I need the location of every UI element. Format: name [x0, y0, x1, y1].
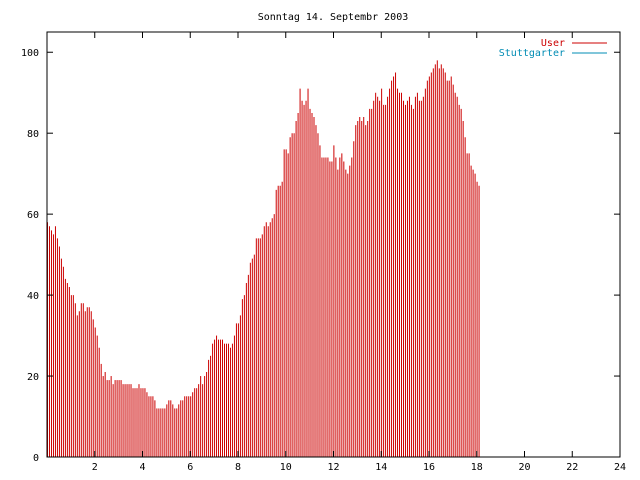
- x-tick-label: 16: [423, 462, 435, 473]
- y-tick-label: 100: [21, 48, 39, 59]
- x-tick-label: 24: [614, 462, 626, 473]
- y-axis-ticks: 0 20 40 60 80 100: [21, 48, 620, 464]
- x-tick-label: 2: [92, 462, 98, 473]
- user-series-bars: [47, 60, 480, 457]
- y-tick-label: 60: [27, 210, 39, 221]
- x-tick-label: 6: [187, 462, 193, 473]
- x-axis-ticks: 2 4 6 8 10 12 14 16 18 20 22 24: [92, 32, 626, 473]
- x-tick-label: 22: [566, 462, 578, 473]
- legend: User Stuttgarter: [499, 38, 607, 59]
- x-tick-label: 8: [235, 462, 241, 473]
- y-tick-label: 0: [33, 453, 39, 464]
- legend-label-stuttgarter: Stuttgarter: [499, 48, 565, 59]
- y-tick-label: 80: [27, 129, 39, 140]
- y-tick-label: 20: [27, 372, 39, 383]
- x-tick-label: 4: [139, 462, 145, 473]
- x-tick-label: 18: [471, 462, 483, 473]
- x-tick-label: 10: [280, 462, 292, 473]
- x-tick-label: 12: [327, 462, 339, 473]
- x-tick-label: 20: [518, 462, 530, 473]
- chart-title: Sonntag 14. Septembr 2003: [258, 12, 409, 23]
- x-tick-label: 14: [375, 462, 387, 473]
- legend-label-user: User: [541, 38, 565, 49]
- y-tick-label: 40: [27, 291, 39, 302]
